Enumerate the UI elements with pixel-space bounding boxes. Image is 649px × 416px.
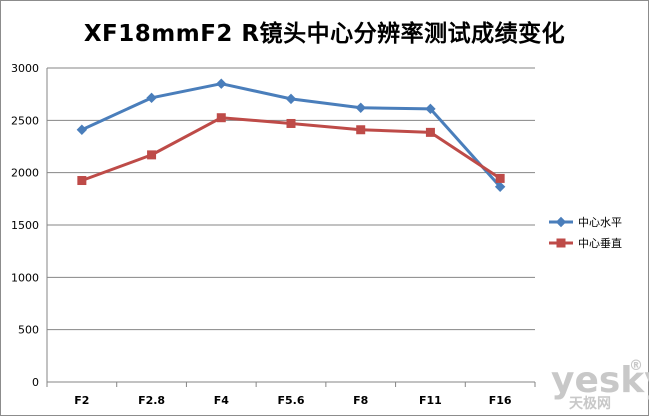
y-tick-label: 1000 [11, 271, 39, 284]
watermark-brand: yesky [551, 360, 649, 401]
x-tick-label: F11 [419, 394, 442, 407]
data-point [425, 127, 435, 137]
data-point [77, 176, 87, 186]
data-point [146, 92, 157, 104]
data-point [494, 181, 506, 193]
chart-title: XF18mmF2 R镜头中心分辨率测试成绩变化 [83, 21, 566, 47]
data-point [356, 125, 366, 135]
data-point [76, 124, 88, 135]
y-axis: 0 500 1000 1500 2000 2500 3000 [11, 62, 48, 389]
watermark: yesky ® 天极网 [551, 358, 649, 412]
x-tick-label: F8 [353, 394, 368, 407]
x-tick-label: F2 [74, 394, 89, 407]
legend-item: 中心水平 [549, 216, 622, 229]
data-point [495, 173, 505, 183]
legend-marker [555, 216, 567, 228]
watermark-registered: ® [629, 358, 643, 374]
data-point [216, 113, 226, 123]
x-tick-label: F4 [214, 394, 230, 407]
y-tick-label: 2500 [11, 114, 39, 127]
data-point [147, 150, 157, 160]
legend-marker [556, 238, 566, 248]
y-tick-label: 1500 [11, 219, 39, 232]
watermark-subtitle: 天极网 [569, 395, 611, 412]
data-point [285, 93, 297, 105]
gridlines [47, 67, 535, 383]
series-0 [76, 78, 506, 193]
y-tick-label: 0 [32, 376, 39, 389]
x-tick-label: F5.6 [277, 394, 304, 407]
x-tick-label: F16 [489, 394, 512, 407]
x-axis: F2 F2.8 F4 F5.6 F8 F11 F16 [46, 382, 536, 407]
y-tick-label: 500 [18, 324, 39, 337]
x-tick-label: F2.8 [138, 394, 165, 407]
legend-label: 中心垂直 [578, 236, 622, 250]
series-1 [77, 113, 505, 186]
y-tick-label: 2000 [11, 167, 39, 180]
legend-label: 中心水平 [578, 216, 622, 229]
legend-item: 中心垂直 [549, 236, 622, 250]
y-tick-label: 3000 [11, 62, 39, 75]
data-point [425, 103, 436, 115]
data-point [216, 78, 227, 89]
data-point [286, 118, 296, 128]
data-point [355, 102, 366, 113]
series-layer [76, 78, 506, 193]
